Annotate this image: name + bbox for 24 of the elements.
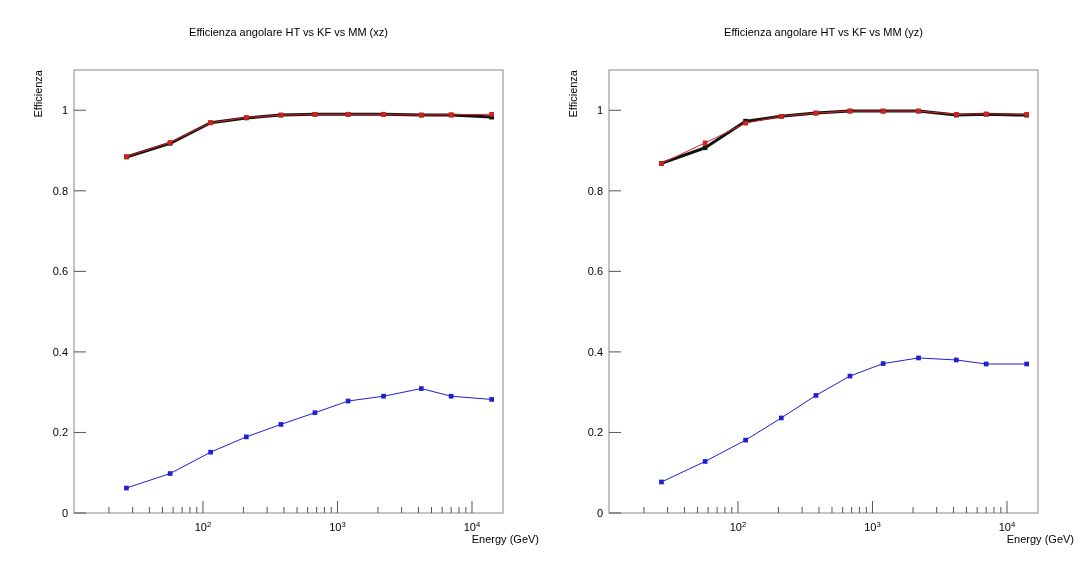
y-tick-label: 0 — [596, 507, 603, 519]
y-axis-title: Efficienza — [567, 69, 579, 118]
x-axis-title: Energy (GeV) — [471, 533, 539, 545]
y-tick-label: 0.6 — [587, 265, 603, 278]
x-tick-label: 10$^{4}$ — [998, 519, 1016, 533]
y-tick-label: 0.4 — [587, 345, 603, 358]
x-tick-label: 10$^{2}$ — [729, 519, 747, 533]
y-tick-label: 0.2 — [587, 426, 603, 439]
chart-title: Efficienza angolare HT vs KF vs MM (yz) — [724, 26, 923, 38]
y-tick-label: 1 — [596, 104, 603, 117]
y-tick-label: 0.6 — [52, 265, 68, 278]
x-tick-label: 10$^{4}$ — [463, 519, 481, 533]
x-tick-label: 10$^{3}$ — [864, 519, 881, 533]
x-axis-title: Energy (GeV) — [1006, 533, 1074, 545]
y-tick-label: 0.2 — [52, 426, 68, 439]
x-tick-label: 10$^{2}$ — [194, 519, 212, 533]
chart-title: Efficienza angolare HT vs KF vs MM (xz) — [189, 26, 388, 38]
y-tick-label: 0.8 — [52, 184, 68, 197]
y-tick-label: 0 — [61, 507, 68, 519]
y-tick-label: 0.8 — [587, 184, 603, 197]
y-tick-label: 1 — [61, 104, 68, 117]
y-tick-label: 0.4 — [52, 345, 68, 358]
x-tick-label: 10$^{3}$ — [329, 519, 346, 533]
y-axis-title: Efficienza — [32, 69, 44, 118]
